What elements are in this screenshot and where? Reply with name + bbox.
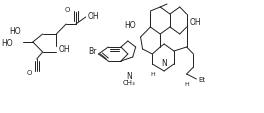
Text: H: H [150, 71, 155, 76]
Text: HO: HO [2, 38, 13, 47]
Text: CH₃: CH₃ [122, 79, 135, 85]
Text: O: O [65, 7, 70, 13]
Text: HO: HO [10, 27, 21, 36]
Text: H: H [184, 81, 189, 86]
Text: OH: OH [88, 11, 99, 20]
Text: Et: Et [198, 76, 205, 82]
Text: HO: HO [124, 20, 136, 29]
Text: N: N [126, 71, 132, 80]
Text: OH: OH [190, 17, 201, 26]
Text: O: O [26, 69, 32, 75]
Text: N: N [161, 59, 167, 67]
Text: Br: Br [88, 47, 97, 56]
Text: OH: OH [58, 45, 70, 54]
